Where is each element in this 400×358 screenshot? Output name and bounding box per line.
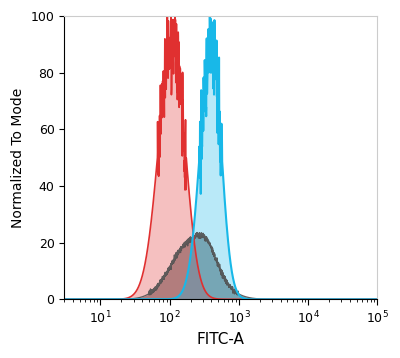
X-axis label: FITC-A: FITC-A — [197, 332, 245, 347]
Y-axis label: Normalized To Mode: Normalized To Mode — [11, 88, 25, 228]
